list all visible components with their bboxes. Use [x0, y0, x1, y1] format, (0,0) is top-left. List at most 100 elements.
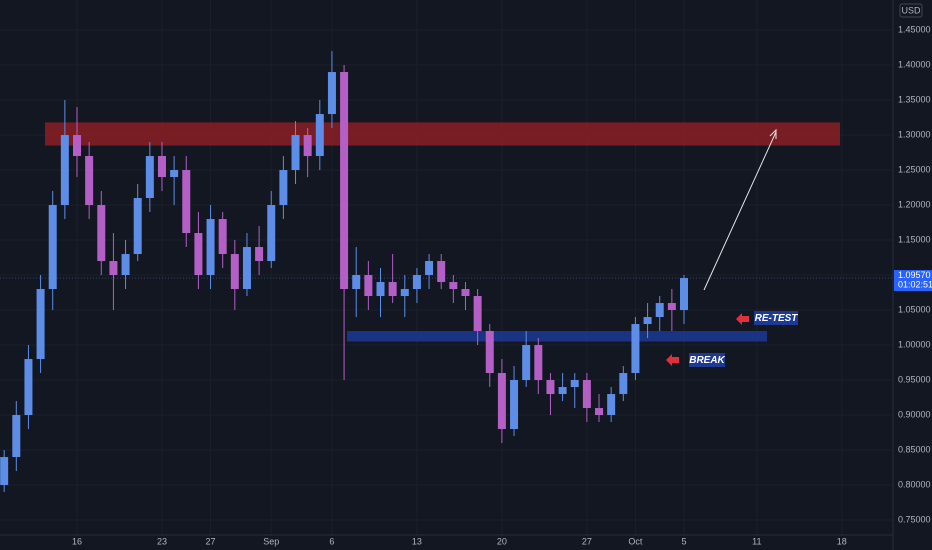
candle-body	[582, 380, 591, 409]
candle-body	[315, 114, 324, 157]
x-tick-label: 27	[582, 536, 592, 546]
zone	[45, 122, 840, 146]
candle-body	[48, 205, 57, 290]
candle-body	[121, 254, 130, 276]
grid	[0, 0, 893, 535]
last-price-label: 1.09570	[898, 270, 931, 280]
candle-body	[667, 303, 676, 311]
candle-body	[388, 282, 397, 297]
countdown-label: 01:02:51	[898, 279, 932, 289]
retest-pointer	[736, 313, 749, 325]
candle-body	[109, 261, 118, 276]
candle-body	[534, 345, 543, 381]
candle-body	[352, 275, 361, 290]
y-tick-label: 1.00000	[898, 339, 931, 349]
x-tick-label: 6	[329, 536, 334, 546]
break-label-bg	[689, 353, 725, 367]
candle-body	[570, 380, 579, 388]
x-tick-label: 27	[206, 536, 216, 546]
y-tick-label: 1.30000	[898, 129, 931, 139]
x-tick-label: 13	[412, 536, 422, 546]
candle-body	[170, 170, 179, 178]
candle-body	[510, 380, 519, 430]
x-tick-label: 11	[752, 536, 761, 546]
y-tick-label: 1.15000	[898, 234, 931, 244]
y-tick-label: 0.90000	[898, 409, 931, 419]
candle-body	[643, 317, 652, 325]
candle-body	[631, 324, 640, 374]
y-tick-label: 1.40000	[898, 59, 931, 69]
candle-body	[400, 289, 409, 297]
candle-body	[267, 205, 276, 262]
candle-body	[230, 254, 239, 290]
y-tick-label: 1.25000	[898, 164, 931, 174]
candle-body	[0, 457, 9, 486]
projection-arrow	[703, 131, 777, 291]
y-tick-label: 1.05000	[898, 304, 931, 314]
x-tick-label: 18	[837, 536, 847, 546]
candle-body	[327, 72, 336, 115]
axis: 0.75000 0.80000 0.85000 0.90000 0.95000 1.000…	[72, 24, 932, 546]
candle-body	[218, 219, 227, 255]
x-tick-label: 16	[72, 536, 82, 546]
candle-body	[24, 359, 33, 416]
candle-body	[607, 394, 616, 416]
x-tick-label: 5	[681, 536, 686, 546]
candle-body	[619, 373, 628, 395]
candle-body	[36, 289, 45, 360]
candle-body	[145, 156, 154, 199]
y-tick-label: 1.35000	[898, 94, 931, 104]
candle-body	[449, 282, 458, 290]
y-tick-label: 0.80000	[898, 479, 931, 489]
candle-body	[255, 247, 264, 262]
candle-body	[242, 247, 251, 290]
candle-body	[12, 415, 21, 458]
x-tick-label: 23	[157, 536, 167, 546]
y-tick-label: 0.95000	[898, 374, 931, 384]
x-tick-label: Oct	[628, 536, 643, 546]
candle-body	[206, 219, 215, 276]
arrow-head	[769, 128, 777, 139]
candle-body	[485, 331, 494, 374]
candle-body	[60, 135, 69, 206]
candle-body	[85, 156, 94, 206]
candle-body	[364, 275, 373, 297]
candle-body	[655, 303, 664, 318]
candle-body	[461, 289, 470, 297]
candle-body	[425, 261, 434, 276]
candles	[0, 51, 893, 493]
candle-body	[546, 380, 555, 395]
candle-body	[497, 373, 506, 430]
candle-body	[291, 135, 300, 171]
retest-label: RE-TEST	[755, 313, 799, 324]
y-tick-label: 1.20000	[898, 199, 931, 209]
candle-body	[473, 296, 482, 332]
x-tick-label: Sep	[263, 536, 279, 546]
y-tick-label: 1.45000	[898, 24, 931, 34]
currency-box	[899, 3, 923, 18]
candle-body	[303, 135, 312, 157]
candle-body	[182, 170, 191, 234]
candle-body	[73, 135, 81, 157]
candle-body	[157, 156, 166, 178]
candle-body	[340, 72, 349, 290]
y-tick-label: 0.85000	[898, 444, 931, 454]
currency: USD	[901, 5, 921, 15]
zone	[347, 331, 767, 342]
candle-body	[522, 345, 531, 381]
candle-body	[595, 408, 604, 416]
retest-label-bg	[754, 311, 798, 325]
candle-body	[558, 387, 567, 395]
candle-body	[680, 278, 688, 311]
break-pointer	[666, 354, 679, 366]
last-price-tag	[894, 270, 932, 292]
break-label: BREAK	[689, 355, 725, 366]
x-tick-label: 20	[497, 536, 507, 546]
candle-body	[279, 170, 288, 206]
y-tick-label: 0.75000	[898, 514, 931, 524]
zones	[45, 122, 840, 342]
candle-body	[133, 198, 142, 255]
candle-body	[437, 261, 446, 283]
candle-body	[97, 205, 106, 262]
candle-body	[376, 282, 385, 297]
